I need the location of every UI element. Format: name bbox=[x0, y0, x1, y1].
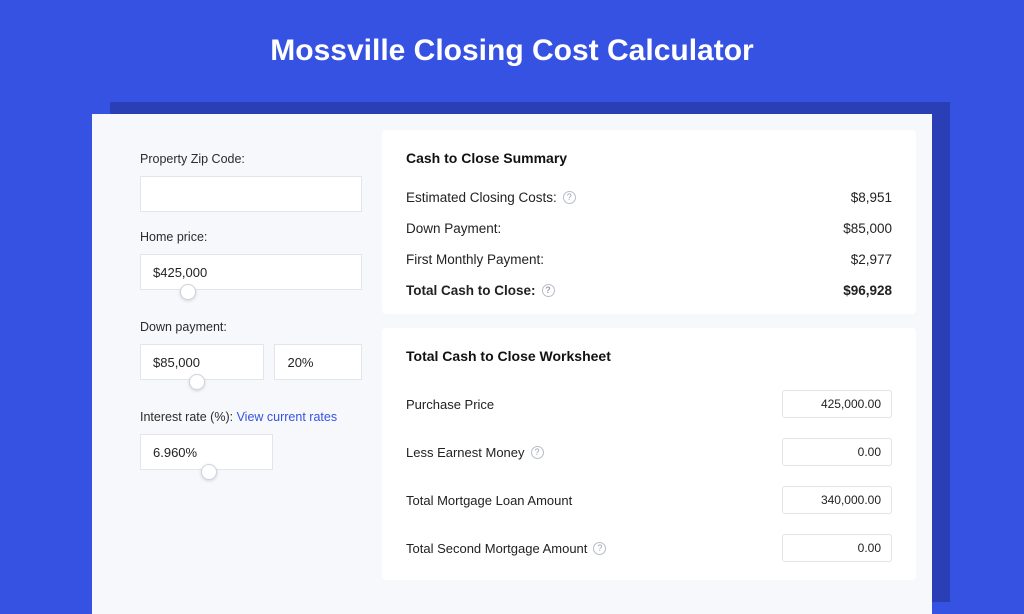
summary-card: Cash to Close Summary Estimated Closing … bbox=[382, 130, 916, 314]
summary-row: Total Cash to Close:? $96,928 bbox=[406, 275, 892, 306]
help-icon[interactable]: ? bbox=[542, 284, 555, 297]
home-price-input[interactable] bbox=[140, 254, 362, 290]
worksheet-value-input[interactable] bbox=[782, 486, 892, 514]
worksheet-card: Total Cash to Close Worksheet Purchase P… bbox=[382, 328, 916, 580]
summary-row-label: Down Payment: bbox=[406, 221, 501, 236]
worksheet-row: Less Earnest Money? bbox=[406, 428, 892, 476]
worksheet-row-label: Total Mortgage Loan Amount bbox=[406, 493, 572, 508]
worksheet-row-label: Purchase Price bbox=[406, 397, 494, 412]
down-payment-input[interactable] bbox=[140, 344, 264, 380]
view-rates-link[interactable]: View current rates bbox=[237, 410, 338, 424]
interest-rate-label: Interest rate (%): View current rates bbox=[140, 410, 362, 424]
summary-row: Estimated Closing Costs:? $8,951 bbox=[406, 182, 892, 213]
down-payment-slider[interactable] bbox=[140, 378, 362, 392]
help-icon[interactable]: ? bbox=[563, 191, 576, 204]
interest-rate-label-text: Interest rate (%): bbox=[140, 410, 237, 424]
inputs-column: Property Zip Code: Home price: Down paym… bbox=[92, 114, 382, 614]
worksheet-title: Total Cash to Close Worksheet bbox=[406, 348, 892, 364]
interest-rate-slider[interactable] bbox=[140, 468, 273, 482]
slider-thumb[interactable] bbox=[201, 464, 217, 480]
results-column: Cash to Close Summary Estimated Closing … bbox=[382, 114, 932, 614]
worksheet-value-input[interactable] bbox=[782, 534, 892, 562]
worksheet-row: Total Second Mortgage Amount? bbox=[406, 524, 892, 572]
summary-row-value: $2,977 bbox=[851, 252, 892, 267]
page-title: Mossville Closing Cost Calculator bbox=[0, 0, 1024, 94]
calculator-panel: Property Zip Code: Home price: Down paym… bbox=[92, 114, 932, 614]
down-payment-pct-input[interactable] bbox=[274, 344, 362, 380]
summary-row-label: Total Cash to Close:? bbox=[406, 283, 555, 298]
summary-row-label: Estimated Closing Costs:? bbox=[406, 190, 576, 205]
worksheet-value-input[interactable] bbox=[782, 390, 892, 418]
home-price-slider[interactable] bbox=[140, 288, 362, 302]
help-icon[interactable]: ? bbox=[593, 542, 606, 555]
worksheet-row-label: Total Second Mortgage Amount? bbox=[406, 541, 606, 556]
slider-thumb[interactable] bbox=[189, 374, 205, 390]
zip-input[interactable] bbox=[140, 176, 362, 212]
down-payment-label: Down payment: bbox=[140, 320, 362, 334]
summary-row-label: First Monthly Payment: bbox=[406, 252, 544, 267]
home-price-label: Home price: bbox=[140, 230, 362, 244]
summary-row: First Monthly Payment: $2,977 bbox=[406, 244, 892, 275]
worksheet-row: Total Mortgage Loan Amount bbox=[406, 476, 892, 524]
help-icon[interactable]: ? bbox=[531, 446, 544, 459]
worksheet-row: Purchase Price bbox=[406, 380, 892, 428]
zip-label: Property Zip Code: bbox=[140, 152, 362, 166]
summary-row: Down Payment: $85,000 bbox=[406, 213, 892, 244]
slider-thumb[interactable] bbox=[180, 284, 196, 300]
summary-row-value: $96,928 bbox=[843, 283, 892, 298]
worksheet-value-input[interactable] bbox=[782, 438, 892, 466]
summary-title: Cash to Close Summary bbox=[406, 150, 892, 166]
summary-row-value: $8,951 bbox=[851, 190, 892, 205]
worksheet-row-label: Less Earnest Money? bbox=[406, 445, 544, 460]
summary-row-value: $85,000 bbox=[843, 221, 892, 236]
